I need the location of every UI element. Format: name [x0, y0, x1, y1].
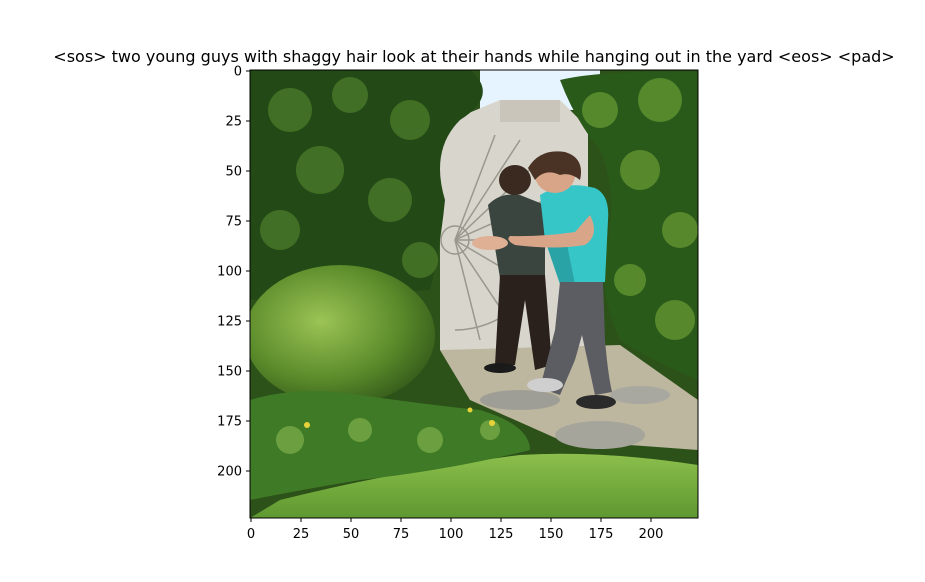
- lawn: [250, 453, 698, 518]
- x-tick-label: 100: [439, 527, 464, 542]
- jeans: [540, 282, 612, 395]
- x-tick-label: 0: [247, 527, 255, 542]
- teal-shoe-back: [527, 378, 563, 392]
- bush: [250, 265, 435, 405]
- figure-title: <sos> two young guys with shaggy hair lo…: [53, 47, 894, 66]
- x-tick-label: 75: [393, 527, 410, 542]
- yellow-flowers: [304, 407, 495, 428]
- y-tick-label: 200: [217, 465, 242, 480]
- stepping-stone-4: [610, 386, 670, 404]
- y-axis: 0 25 50 75 100 125 150 175 200: [217, 65, 250, 480]
- photo: [250, 70, 698, 518]
- x-tick-label: 200: [639, 527, 664, 542]
- y-tick-label: 0: [234, 65, 242, 80]
- x-axis: 0 25 50 75 100 125 150 175 200: [247, 518, 664, 542]
- person-teal-shirt: [508, 151, 616, 409]
- lower-plants-highlights: [276, 418, 500, 454]
- x-tick-label: 175: [589, 527, 614, 542]
- dark-pants: [495, 275, 552, 370]
- y-tick-label: 25: [225, 115, 242, 130]
- dark-shoe: [484, 363, 516, 373]
- teal-arm: [508, 215, 594, 248]
- dark-shirt-head-hair: [499, 165, 531, 195]
- teal-hair: [528, 151, 581, 180]
- x-tick-label: 50: [343, 527, 360, 542]
- right-foliage-highlights: [582, 78, 698, 340]
- y-tick-label: 175: [217, 415, 242, 430]
- y-tick-label: 100: [217, 265, 242, 280]
- x-tick-label: 150: [539, 527, 564, 542]
- stepping-stone-3: [480, 390, 560, 410]
- right-foliage: [560, 71, 698, 381]
- teal-shoe-front: [576, 395, 616, 409]
- x-tick-label: 125: [489, 527, 514, 542]
- hands: [472, 236, 508, 250]
- lower-plants: [250, 391, 530, 500]
- y-tick-label: 75: [225, 215, 242, 230]
- axes-frame: [249, 69, 699, 519]
- y-tick-label: 150: [217, 365, 242, 380]
- left-foliage-highlights: [260, 77, 438, 278]
- gate-top: [500, 100, 560, 122]
- y-tick-label: 50: [225, 165, 242, 180]
- x-tick-label: 25: [293, 527, 310, 542]
- y-tick-label: 125: [217, 315, 242, 330]
- stepping-stone-1: [555, 421, 645, 449]
